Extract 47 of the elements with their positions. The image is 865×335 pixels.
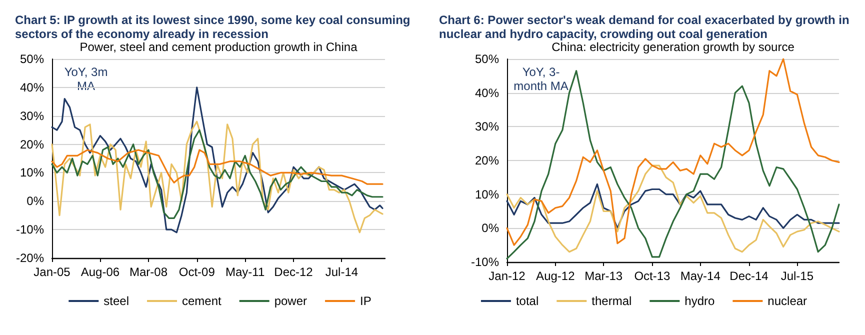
- y-tick-label: 0%: [482, 221, 500, 236]
- legend-label: cement: [182, 294, 222, 308]
- y-tick-label: 20%: [474, 154, 500, 168]
- x-tick-label: May-14: [680, 269, 721, 283]
- line-series: [506, 183, 840, 229]
- annotation: YoY, 3- month MA: [514, 65, 568, 93]
- x-tick-label: Oct-13: [634, 269, 671, 283]
- chart-title: Chart 6: Power sector's weak demand for coal exacerbated by growth in nuclear and hydro capacity, crowding out coal generation: [439, 13, 853, 41]
- y-tick-label: 20%: [20, 137, 44, 152]
- chart-title: Chart 5: IP growth at its lowest since 1990, some key coal consuming sectors of the economy already in recession: [15, 13, 414, 41]
- x-tick-label: Mar-13: [584, 269, 623, 283]
- x-tick-label: Oct-09: [178, 265, 216, 279]
- x-tick-label: May-11: [226, 265, 265, 279]
- x-tick-label: Jan-12: [488, 269, 526, 283]
- line-series: [51, 149, 384, 185]
- y-tick-label: 40%: [20, 80, 44, 94]
- y-tick-label: 50%: [474, 52, 500, 66]
- y-tick-label: 0%: [26, 194, 44, 208]
- legend-label: power: [274, 294, 308, 308]
- legend-label: thermal: [592, 294, 632, 308]
- legend-label: total: [516, 294, 539, 308]
- y-tick-label: 30%: [20, 108, 44, 123]
- legend-label: steel: [104, 294, 129, 308]
- y-tick-label: -10%: [470, 255, 500, 269]
- x-tick-label: Jul-14: [325, 265, 358, 279]
- legend-label: IP: [360, 294, 372, 308]
- line-series: [506, 164, 840, 253]
- x-tick-label: Dec-14: [730, 269, 769, 283]
- y-tick-label: 10%: [20, 166, 44, 180]
- x-tick-label: Aug-06: [80, 265, 120, 279]
- y-tick-label: 40%: [474, 86, 500, 100]
- x-tick-label: Jan-05: [34, 265, 71, 279]
- y-tick-label: 10%: [474, 187, 500, 202]
- x-tick-label: Mar-08: [129, 265, 168, 279]
- x-tick-label: Jul-15: [780, 269, 814, 283]
- chart-subtitle: China: electricity generation growth by source: [552, 40, 795, 54]
- y-tick-label: -20%: [16, 251, 44, 265]
- y-tick-label: 50%: [20, 52, 44, 66]
- x-tick-label: Aug-12: [536, 269, 576, 283]
- chart-subtitle: Power, steel and cement production growth in China: [80, 40, 358, 54]
- x-tick-label: Dec-12: [274, 265, 314, 279]
- legend-label: hydro: [684, 294, 716, 308]
- line-series: [51, 129, 384, 219]
- y-tick-label: -10%: [16, 222, 44, 237]
- legend-label: nuclear: [768, 294, 808, 308]
- y-tick-label: 30%: [474, 120, 500, 134]
- line-series: [51, 120, 384, 234]
